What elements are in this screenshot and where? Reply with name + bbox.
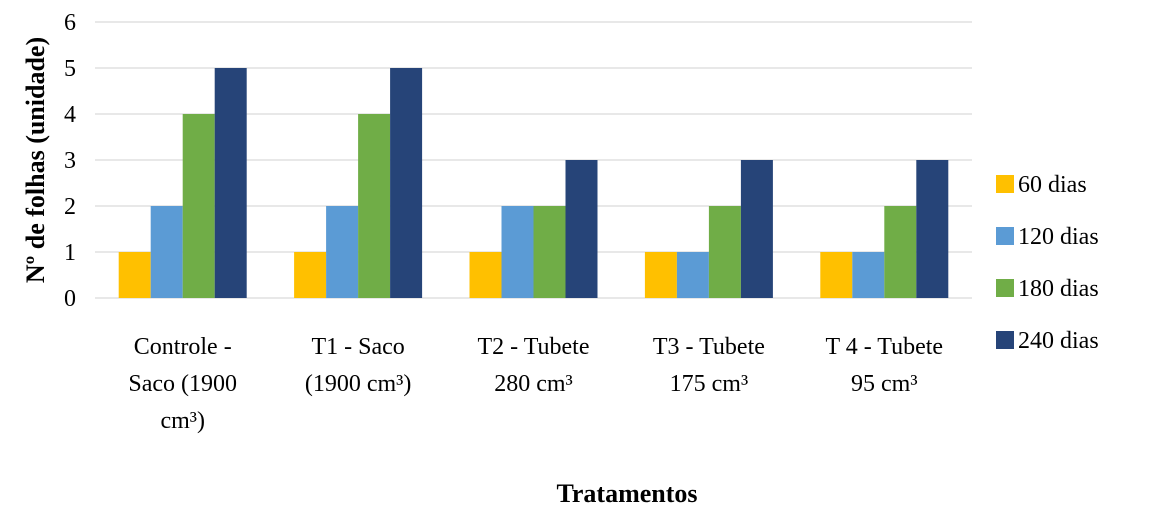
bar (358, 114, 391, 298)
legend: 60 dias 120 dias 180 dias 240 dias (996, 172, 1099, 354)
y-axis-title: Nº de folhas (unidade) (21, 37, 50, 283)
y-tick-label: 0 (64, 286, 76, 312)
legend-label: 120 dias (1018, 224, 1099, 250)
y-axis-ticks: 0 1 2 3 4 5 6 (64, 10, 76, 312)
legend-label: 60 dias (1018, 172, 1087, 198)
x-category-label: Controle -Saco (1900 cm³) (128, 334, 237, 434)
bar (326, 206, 359, 298)
bar (150, 206, 183, 298)
bar (676, 252, 709, 298)
bar (916, 160, 949, 298)
legend-swatch (996, 331, 1014, 349)
x-axis-categories: Controle -Saco (1900 cm³) T1 - Saco (1900 c… (128, 334, 943, 434)
legend-label: 180 dias (1018, 276, 1099, 302)
x-category-label: T3 - Tubete 175 cm³ (653, 334, 765, 397)
legend-swatch (996, 175, 1014, 193)
bars (118, 68, 949, 298)
bar (214, 68, 247, 298)
y-tick-label: 6 (64, 10, 76, 36)
y-tick-label: 1 (64, 240, 76, 266)
y-tick-label: 3 (64, 148, 76, 174)
legend-swatch (996, 227, 1014, 245)
bar (533, 206, 566, 298)
legend-label: 240 dias (1018, 328, 1099, 354)
x-category-label: T 4 - Tubete 95 cm³ (826, 334, 944, 397)
x-category-label: T1 - Saco (1900 cm³) (305, 334, 412, 397)
bar (469, 252, 502, 298)
bar (118, 252, 151, 298)
y-tick-label: 2 (64, 194, 76, 220)
bar (884, 206, 917, 298)
bar (820, 252, 853, 298)
legend-swatch (996, 279, 1014, 297)
bar (644, 252, 677, 298)
bar (501, 206, 534, 298)
bar (740, 160, 773, 298)
bar (390, 68, 423, 298)
y-tick-label: 5 (64, 56, 76, 82)
bar (852, 252, 885, 298)
bar (294, 252, 327, 298)
bar (565, 160, 598, 298)
y-tick-label: 4 (64, 102, 76, 128)
x-category-label: T2 - Tubete 280 cm³ (477, 334, 589, 397)
x-axis-title: Tratamentos (556, 479, 697, 508)
bar (708, 206, 741, 298)
bar (182, 114, 215, 298)
